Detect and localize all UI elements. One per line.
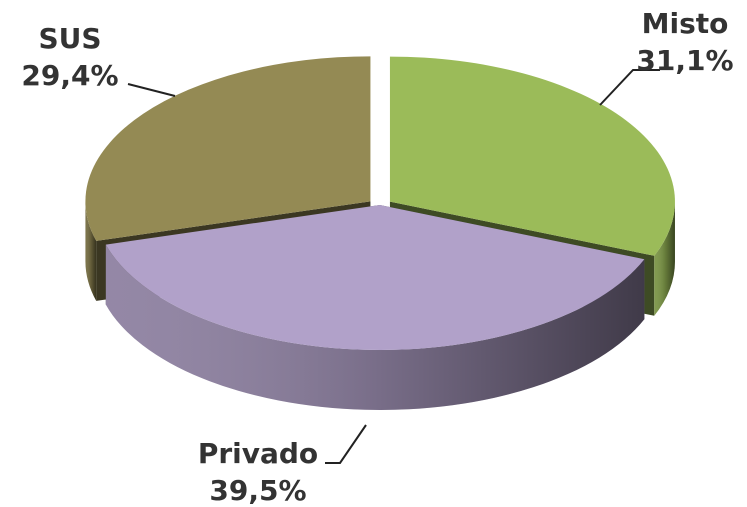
slice-label: Privado [198, 437, 318, 470]
leader-line [599, 69, 660, 106]
slice [85, 56, 371, 241]
leader-line [127, 83, 176, 97]
leader-line [325, 424, 367, 464]
slice-wall-shade [85, 201, 97, 301]
slice [105, 205, 645, 350]
slice [389, 56, 675, 256]
value-label: 39,5% [209, 474, 306, 507]
slice-wall-shade [105, 244, 645, 411]
value-label: 31,1% [636, 44, 733, 77]
slice-wall-shade [654, 201, 675, 316]
slice-label: Misto [642, 7, 729, 40]
slice-label: SUS [38, 22, 101, 55]
value-label: 29,4% [21, 59, 118, 92]
